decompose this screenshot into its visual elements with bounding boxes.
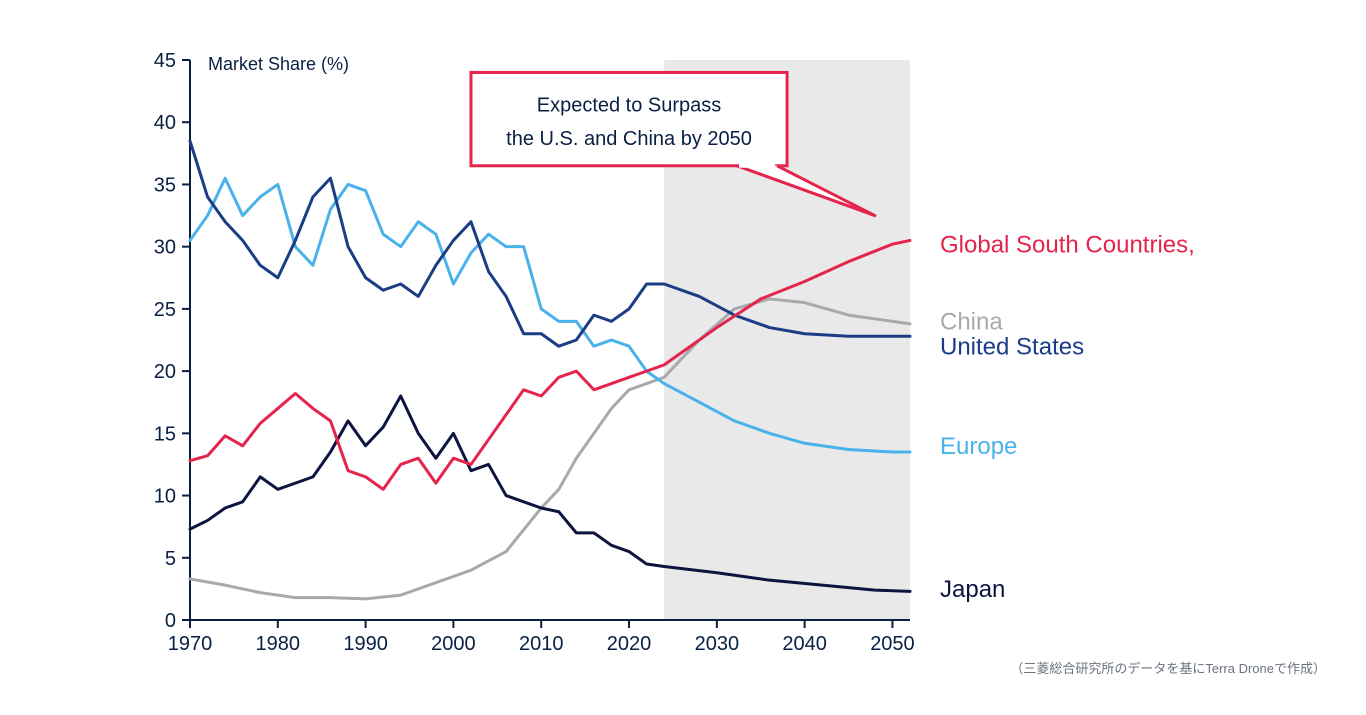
y-tick-label: 0 — [165, 610, 176, 632]
credit-text: （三菱総合研究所のデータを基にTerra Droneで作成） — [1010, 658, 1326, 677]
y-tick-label: 20 — [154, 361, 176, 383]
y-tick-label: 30 — [154, 237, 176, 259]
y-tick-label: 45 — [154, 50, 176, 72]
line-chart: 0 5 10 15 20 25 30 35 40 45 1970 1980 1990 2000 2010 20… — [0, 0, 1366, 715]
label-global_south: Global South Countries, — [940, 232, 1195, 259]
y-tick-label: 25 — [154, 299, 176, 321]
label-japan: Japan — [940, 576, 1005, 603]
x-tick-label: 1970 — [168, 633, 213, 655]
x-tick-label: 2020 — [607, 633, 652, 655]
y-tick-label: 5 — [165, 548, 176, 570]
x-tick-label: 1990 — [343, 633, 388, 655]
x-tick-label: 2000 — [431, 633, 476, 655]
x-tick-label: 2010 — [519, 633, 564, 655]
x-tick-label: 2050 — [870, 633, 915, 655]
chart-stage: 0 5 10 15 20 25 30 35 40 45 1970 1980 1990 2000 2010 20… — [0, 0, 1366, 715]
label-china: China — [940, 309, 1003, 336]
x-tick-label: 2040 — [782, 633, 827, 655]
y-tick-label: 15 — [154, 423, 176, 445]
x-tick-label: 1980 — [256, 633, 301, 655]
y-tick-label: 40 — [154, 112, 176, 134]
callout-line1: Expected to Surpass — [537, 95, 722, 117]
callout-box — [471, 72, 787, 165]
callout-line2: the U.S. and China by 2050 — [506, 128, 752, 150]
y-tick-label: 10 — [154, 486, 176, 508]
label-europe: Europe — [940, 433, 1017, 460]
y-tick-label: 35 — [154, 174, 176, 196]
x-tick-label: 2030 — [695, 633, 740, 655]
y-axis-label: Market Share (%) — [208, 54, 349, 74]
label-united_states: United States — [940, 334, 1084, 361]
